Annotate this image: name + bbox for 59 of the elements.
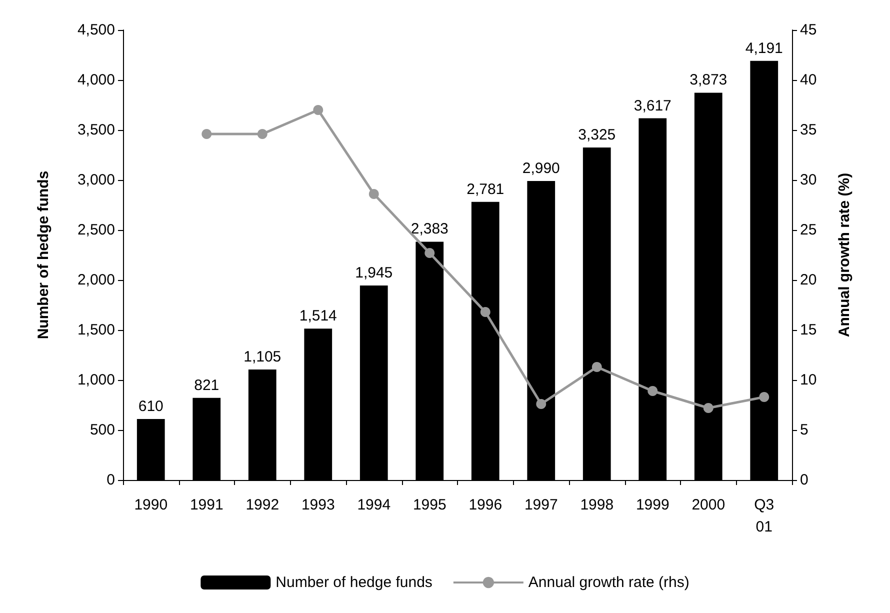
data-label: 1,105: [244, 348, 282, 366]
x-tick-label: 1995: [412, 496, 446, 514]
y2-tick-label: 15: [800, 322, 817, 338]
y-tick-label: 2,000: [77, 272, 115, 288]
x-tick-label: 2000: [692, 496, 726, 514]
x-tick-label: 1994: [357, 496, 391, 514]
x-tick-label: 1993: [301, 496, 335, 514]
data-label: 610: [138, 398, 164, 415]
y-tick-label: 2,500: [77, 222, 115, 238]
data-label: 2,781: [466, 180, 504, 198]
point: [536, 399, 546, 409]
data-label: 1,514: [299, 308, 337, 325]
point: [202, 129, 212, 139]
y-tick-label: 1,500: [77, 322, 115, 338]
data-label: 4,191: [745, 40, 783, 57]
y-tick-label: 1,000: [77, 372, 115, 388]
y2-tick-label: 45: [800, 22, 817, 38]
point: [759, 392, 770, 402]
x-tick-label: 1997: [524, 496, 558, 514]
y-tick-label: 0: [106, 472, 115, 488]
y-tick-label: 3,000: [77, 172, 115, 188]
y2-tick-label: 40: [800, 72, 817, 88]
point: [592, 362, 602, 372]
x-tick-label: 1999: [636, 496, 670, 514]
data-label: 2,383: [410, 220, 448, 238]
y-tick-label: 500: [90, 422, 115, 438]
data-label: 2,990: [522, 160, 560, 177]
point: [424, 248, 435, 258]
y2-tick-label: 10: [800, 372, 817, 388]
data-label: 3,325: [578, 126, 616, 144]
x-tick-label: 1996: [468, 496, 502, 514]
x-tick-label: 1998: [580, 496, 614, 514]
point: [480, 307, 490, 317]
x-tick-label: 1992: [246, 496, 280, 514]
x-tick-label: 1990: [134, 496, 168, 514]
y-axis-title: Number of hedge funds: [35, 170, 52, 340]
point: [368, 189, 379, 199]
y2-tick-label: 35: [800, 122, 817, 138]
y-tick-label: 3,500: [77, 122, 115, 138]
y2-tick-label: 20: [800, 272, 817, 288]
y2-tick-label: 0: [800, 472, 808, 488]
y-tick-label: 4,000: [77, 72, 115, 88]
y2-tick-label: 30: [800, 172, 817, 188]
y2-tick-label: 5: [800, 422, 808, 438]
legend-label: Number of hedge funds: [276, 574, 432, 591]
y-tick-label: 4,500: [77, 22, 115, 38]
legend-label: Annual growth rate (rhs): [528, 574, 690, 591]
point: [313, 105, 324, 115]
data-label: 1,945: [355, 264, 393, 282]
x-tick-label: Q3 01: [754, 496, 774, 536]
point: [703, 403, 714, 413]
point: [648, 386, 658, 396]
y2-axis-title: Annual growth rate (%): [836, 172, 853, 338]
data-label: 3,617: [634, 97, 672, 114]
x-tick-label: 1991: [190, 496, 224, 514]
point: [257, 129, 268, 139]
data-label: 821: [194, 376, 220, 394]
y2-tick-label: 25: [800, 222, 817, 238]
data-label: 3,873: [690, 72, 728, 89]
